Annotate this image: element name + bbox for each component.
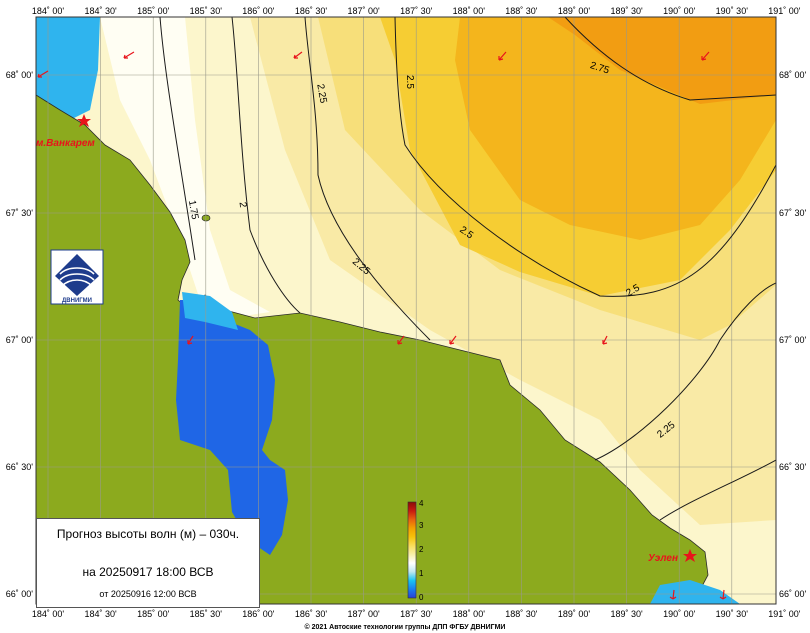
longitude-tick: 187˚ 00' xyxy=(347,609,380,619)
forecast-info-box: Прогноз высоты волн (м) – 030ч. на 20250… xyxy=(36,518,260,608)
longitude-tick: 188˚ 00' xyxy=(453,609,486,619)
logo-emblem-icon xyxy=(55,254,99,296)
longitude-tick: 185˚ 00' xyxy=(137,609,170,619)
contours xyxy=(159,17,776,521)
longitude-ticks-bottom: 184˚ 00' 184˚ 30' 185˚ 00' 185˚ 30' 186˚ 00'… xyxy=(32,609,801,619)
arrow-icon xyxy=(397,335,405,345)
sea-field-peak xyxy=(548,17,776,104)
contour-label: 1.75 xyxy=(186,199,200,221)
longitude-tick: 187˚ 00' xyxy=(347,6,380,16)
settlement-star-icon xyxy=(683,549,697,562)
place-label-uelen: Уэлен xyxy=(648,553,678,564)
longitude-tick: 185˚ 00' xyxy=(137,6,170,16)
longitude-tick: 190˚ 00' xyxy=(663,6,696,16)
graticule xyxy=(36,17,776,604)
latitude-ticks-right: 68˚ 00' 67˚ 30' 67˚ 00' 66˚ 30' 66˚ 00' xyxy=(779,70,807,599)
longitude-tick: 186˚ 00' xyxy=(242,609,275,619)
longitude-tick: 189˚ 00' xyxy=(558,609,591,619)
contour-line xyxy=(304,17,431,341)
latitude-tick: 67˚ 00' xyxy=(6,335,34,345)
longitude-tick: 184˚ 00' xyxy=(32,6,65,16)
arrow-icon xyxy=(293,51,303,59)
logo-text: ДВНИГМИ xyxy=(62,298,92,304)
arrow-icon xyxy=(669,589,677,600)
longitude-tick: 190˚ 30' xyxy=(716,609,749,619)
colorbar-tick: 3 xyxy=(419,521,424,530)
longitude-tick: 184˚ 30' xyxy=(84,609,117,619)
colorbar-tick: 1 xyxy=(419,569,424,578)
colorbar-tick: 0 xyxy=(419,593,424,602)
latitude-tick: 67˚ 00' xyxy=(779,335,807,345)
longitude-tick: 188˚ 30' xyxy=(505,6,538,16)
latitude-tick: 66˚ 30' xyxy=(6,462,34,472)
longitude-ticks-top: 184˚ 00' 184˚ 30' 185˚ 00' 185˚ 30' 186˚ 00'… xyxy=(32,6,801,16)
settlement-star-icon xyxy=(77,114,91,127)
contour-line xyxy=(159,17,196,261)
contour-line xyxy=(659,459,776,521)
longitude-tick: 191˚ 00' xyxy=(768,6,801,16)
arrow-icon xyxy=(602,335,608,345)
place-label-vankarem: м.Ванкарем xyxy=(36,138,95,149)
longitude-tick: 190˚ 00' xyxy=(663,609,696,619)
colorbar xyxy=(407,501,417,599)
latitude-tick: 66˚ 00' xyxy=(6,589,34,599)
latitude-tick: 67˚ 30' xyxy=(779,208,807,218)
contour-line xyxy=(564,17,776,101)
colorbar-tick: 4 xyxy=(419,499,424,508)
arrow-icon xyxy=(449,335,457,345)
arrow-icon xyxy=(719,589,727,600)
longitude-tick: 188˚ 00' xyxy=(453,6,486,16)
contour-label: 2 xyxy=(236,201,248,208)
contour-line xyxy=(231,17,301,314)
contour-label: 2.5 xyxy=(404,75,415,89)
contour-label: 2.25 xyxy=(314,83,328,105)
longitude-tick: 191˚ 00' xyxy=(768,609,801,619)
contour-line xyxy=(394,17,776,297)
shallow-water-strip xyxy=(36,17,100,120)
longitude-tick: 187˚ 30' xyxy=(400,609,433,619)
colorbar-ticks: 0 1 2 3 4 xyxy=(419,499,424,602)
longitude-tick: 186˚ 30' xyxy=(295,6,328,16)
dvnigmi-logo: ДВНИГМИ xyxy=(50,249,104,305)
arrow-icon xyxy=(123,51,135,59)
longitude-tick: 189˚ 30' xyxy=(610,6,643,16)
latitude-tick: 66˚ 00' xyxy=(779,589,807,599)
arrow-icon xyxy=(187,335,194,345)
longitude-tick: 186˚ 30' xyxy=(295,609,328,619)
forecast-base-time: от 20250916 12:00 ВСВ xyxy=(99,589,197,599)
latitude-tick: 67˚ 30' xyxy=(6,208,34,218)
longitude-tick: 184˚ 00' xyxy=(32,609,65,619)
forecast-valid-time: на 20250917 18:00 ВСВ xyxy=(82,565,214,579)
longitude-tick: 186˚ 00' xyxy=(242,6,275,16)
arrow-icon xyxy=(701,51,710,61)
longitude-tick: 184˚ 30' xyxy=(84,6,117,16)
direction-arrows xyxy=(37,51,727,600)
longitude-tick: 185˚ 30' xyxy=(190,609,223,619)
credit-line: © 2021 Автоские технологии группы ДПП ФГ… xyxy=(305,623,506,631)
longitude-tick: 190˚ 30' xyxy=(716,6,749,16)
lagoon-light-patch xyxy=(182,292,238,330)
longitude-tick: 189˚ 30' xyxy=(610,609,643,619)
arrow-icon xyxy=(498,51,507,61)
map-frame xyxy=(35,16,777,605)
arrow-icon xyxy=(37,70,49,78)
longitude-tick: 188˚ 30' xyxy=(505,609,538,619)
longitude-tick: 187˚ 30' xyxy=(400,6,433,16)
longitude-tick: 185˚ 30' xyxy=(190,6,223,16)
lagoon-water xyxy=(176,300,288,555)
latitude-tick: 66˚ 30' xyxy=(779,462,807,472)
forecast-title: Прогноз высоты волн (м) – 030ч. xyxy=(56,527,240,541)
longitude-tick: 189˚ 00' xyxy=(558,6,591,16)
contour-line xyxy=(594,282,776,461)
latitude-ticks-left: 68˚ 00' 67˚ 30' 67˚ 00' 66˚ 30' 66˚ 00' xyxy=(6,70,34,599)
latitude-tick: 68˚ 00' xyxy=(779,70,807,80)
sea-field-white-coastal xyxy=(100,17,270,318)
latitude-tick: 68˚ 00' xyxy=(6,70,34,80)
colorbar-tick: 2 xyxy=(419,545,424,554)
land-mainland xyxy=(36,94,709,604)
